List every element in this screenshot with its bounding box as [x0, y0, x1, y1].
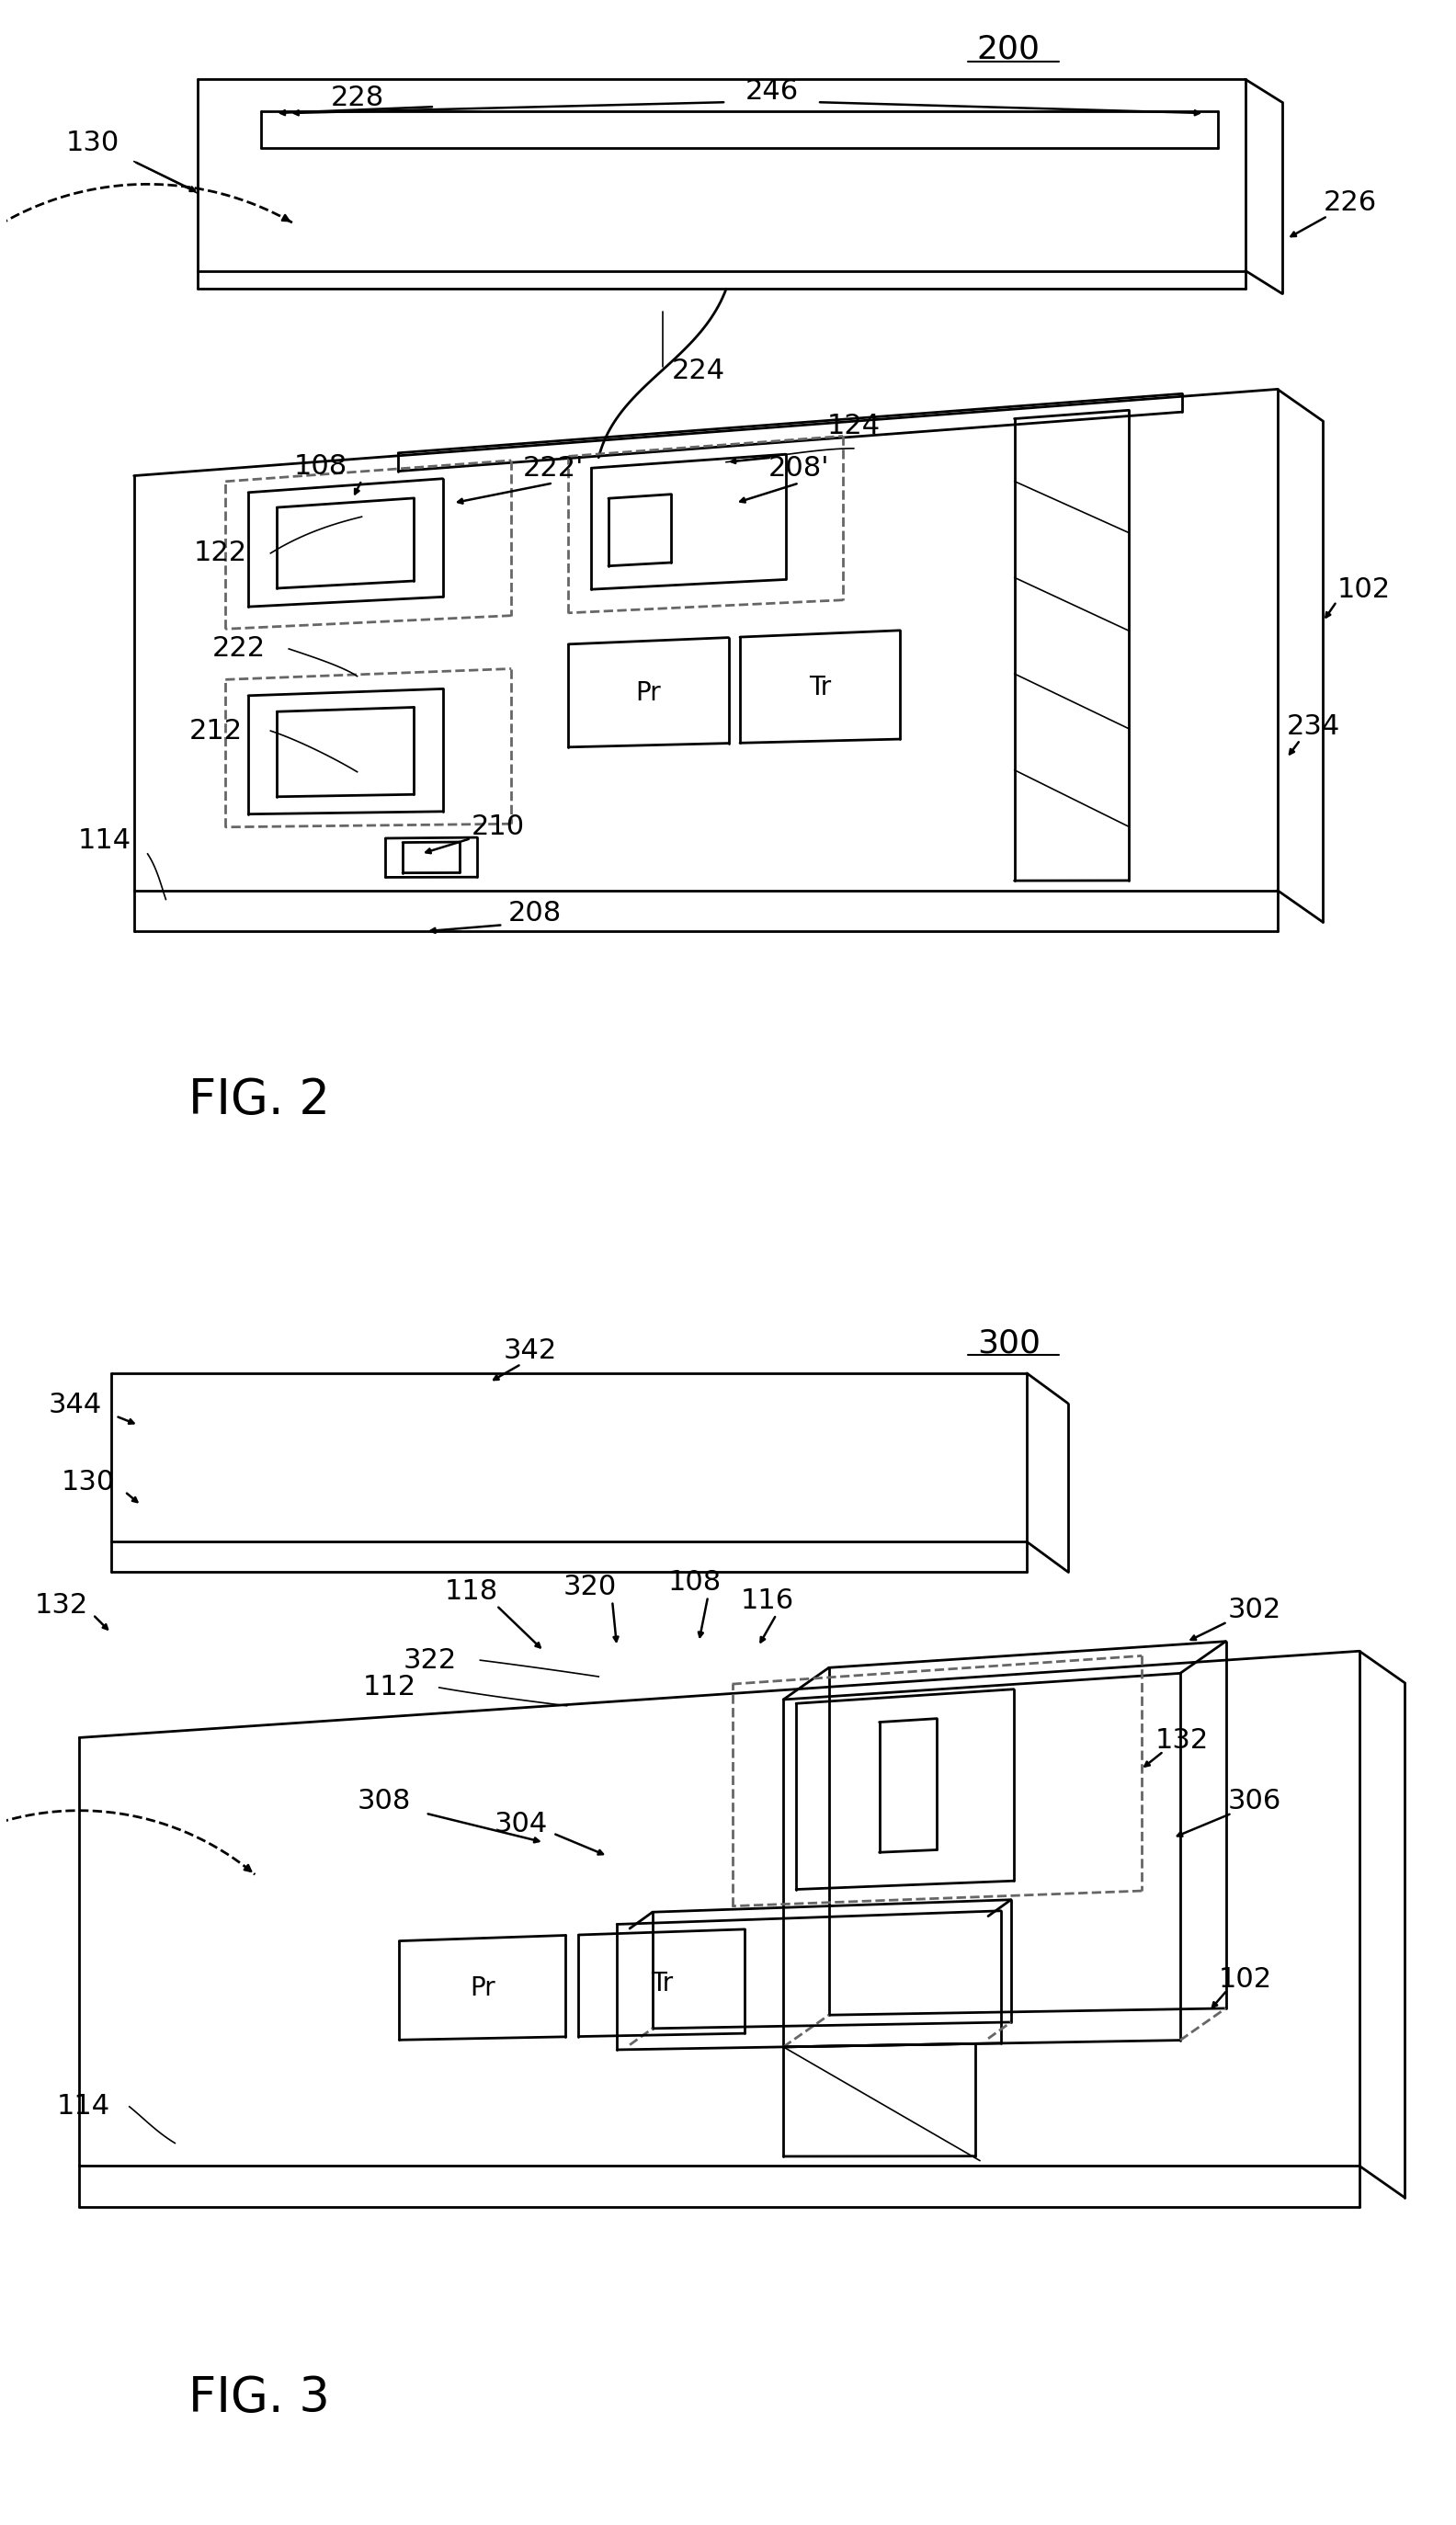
Text: 304: 304	[495, 1810, 547, 1838]
Text: 300: 300	[977, 1328, 1041, 1358]
Text: 112: 112	[363, 1674, 416, 1702]
Text: 130: 130	[66, 129, 119, 157]
Text: 116: 116	[741, 1588, 794, 1613]
Text: 208: 208	[508, 899, 562, 927]
Text: Tr: Tr	[651, 1969, 673, 1997]
Text: 320: 320	[562, 1573, 616, 1601]
Text: 132: 132	[1155, 1727, 1208, 1755]
Text: 342: 342	[504, 1338, 558, 1364]
Text: 114: 114	[57, 2093, 111, 2121]
Text: FIG. 3: FIG. 3	[189, 2374, 331, 2421]
Text: 130: 130	[61, 1470, 115, 1495]
Text: 200: 200	[977, 33, 1041, 66]
Text: 308: 308	[358, 1788, 412, 1815]
Text: 226: 226	[1324, 189, 1377, 215]
Text: 322: 322	[403, 1646, 457, 1674]
Text: 212: 212	[189, 717, 243, 745]
Text: 102: 102	[1337, 576, 1390, 603]
Text: 118: 118	[444, 1578, 498, 1606]
Text: 114: 114	[79, 826, 131, 853]
Text: Pr: Pr	[470, 1975, 495, 2002]
Text: 222': 222'	[523, 454, 584, 482]
Text: 208': 208'	[769, 454, 830, 482]
Text: Pr: Pr	[636, 679, 661, 707]
Text: 234: 234	[1287, 712, 1341, 740]
Text: 306: 306	[1227, 1788, 1281, 1815]
Text: 302: 302	[1227, 1596, 1281, 1624]
Text: Tr: Tr	[810, 674, 831, 699]
Text: 124: 124	[827, 412, 881, 439]
Text: 224: 224	[673, 359, 725, 384]
Text: 108: 108	[294, 454, 348, 480]
Text: 222: 222	[213, 636, 265, 662]
Text: 102: 102	[1219, 1967, 1273, 1992]
Text: 210: 210	[472, 813, 526, 841]
Text: 132: 132	[35, 1593, 87, 1619]
Text: 108: 108	[667, 1571, 721, 1596]
Text: 122: 122	[194, 540, 248, 566]
Text: 344: 344	[48, 1391, 102, 1419]
Text: FIG. 2: FIG. 2	[189, 1076, 331, 1124]
Text: 246: 246	[745, 78, 798, 104]
Text: 228: 228	[331, 83, 384, 111]
